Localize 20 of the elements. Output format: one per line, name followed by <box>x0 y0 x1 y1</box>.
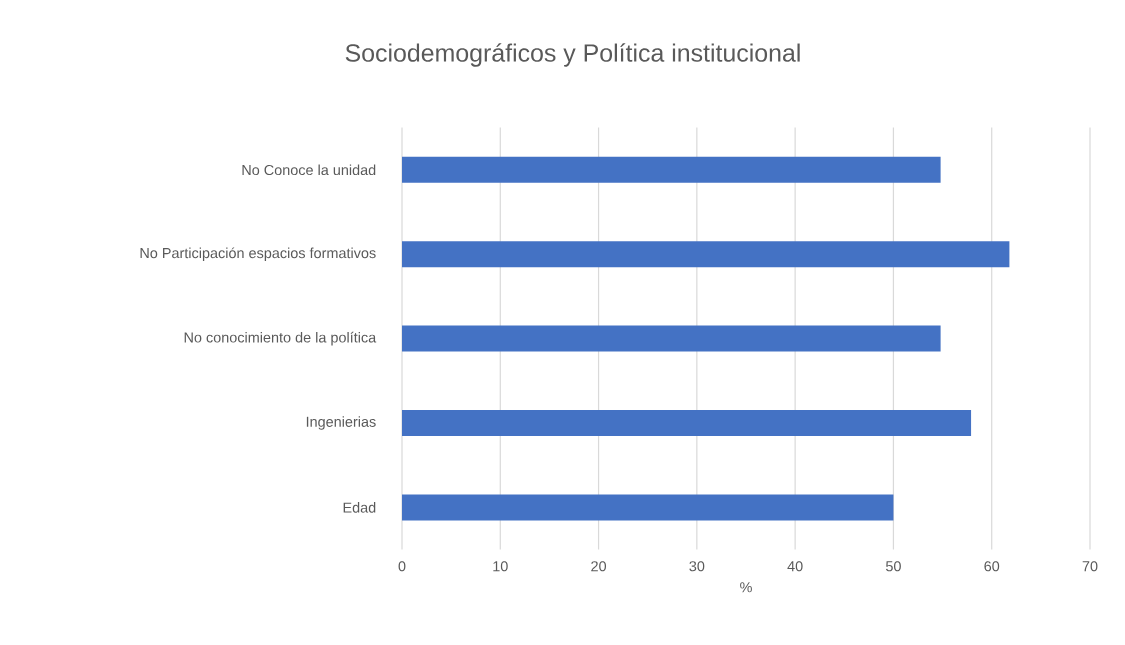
bar <box>401 156 941 183</box>
bar <box>401 410 972 437</box>
y-tick-label: Edad <box>343 502 376 513</box>
x-tick-label: 60 <box>984 561 1000 572</box>
y-tick-label: No Conoce la unidad <box>242 164 376 176</box>
y-tick-label: No conocimiento de la política <box>184 331 377 346</box>
x-tick-label: 30 <box>689 561 705 572</box>
bar <box>401 325 941 352</box>
x-tick-label: 70 <box>1082 561 1098 572</box>
x-tick-label: 20 <box>591 561 607 572</box>
x-tick-label: 40 <box>787 561 803 572</box>
x-tick-label: 50 <box>885 561 901 572</box>
x-axis-title: % <box>740 582 752 593</box>
y-tick-label: No Participación espacios formativos <box>140 247 376 262</box>
y-tick-label: Ingenierias <box>306 416 376 430</box>
bar <box>401 494 894 521</box>
chart-title: Sociodemográficos y Política institucional <box>345 43 800 67</box>
x-tick-label: 10 <box>493 561 508 572</box>
bar <box>401 241 1010 268</box>
x-tick-label: 0 <box>398 561 406 572</box>
